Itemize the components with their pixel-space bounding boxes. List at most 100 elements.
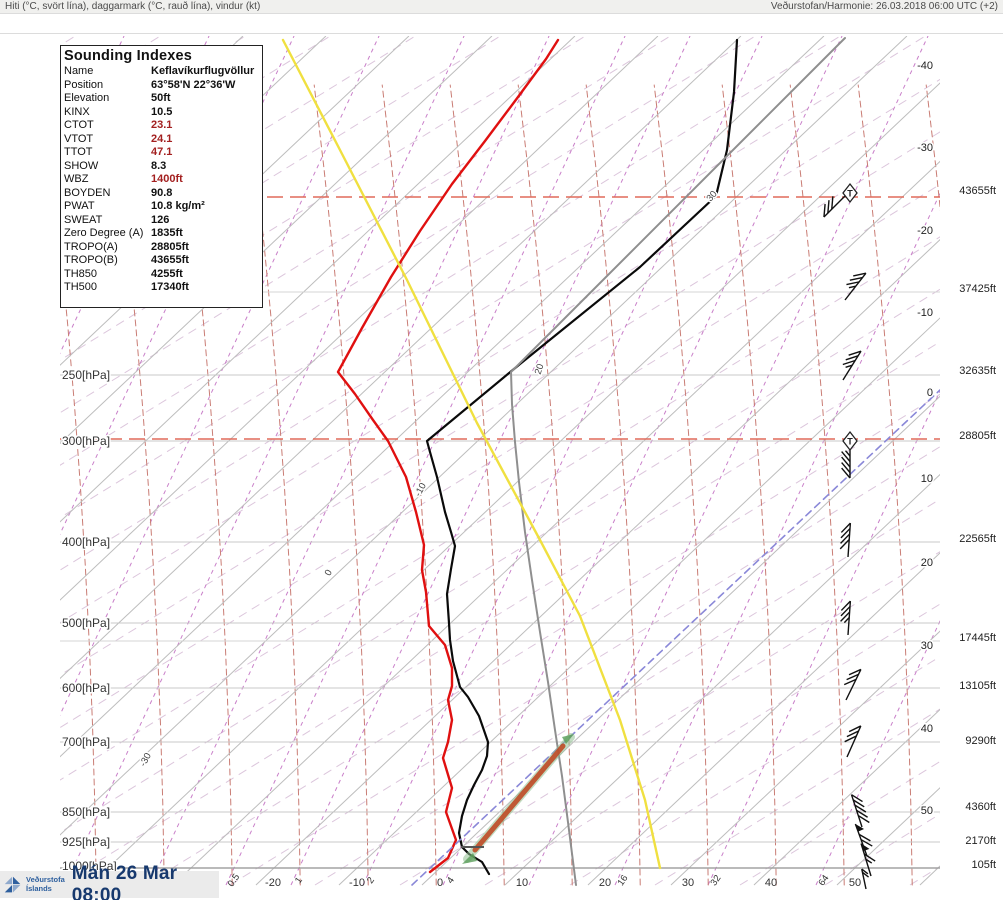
index-value: 47.1 xyxy=(151,146,173,158)
index-label: PWAT xyxy=(64,200,95,212)
index-row: TTOT 47.1 xyxy=(61,146,262,160)
index-label: WBZ xyxy=(64,173,89,185)
svg-text:4: 4 xyxy=(445,875,457,886)
index-row: TH850 4255ft xyxy=(61,268,262,282)
index-label: VTOT xyxy=(64,132,94,145)
chart-header: Hiti (°C, svört lína), daggarmark (°C, r… xyxy=(0,0,1003,14)
index-label: TTOT xyxy=(64,146,93,158)
svg-text:16: 16 xyxy=(615,873,630,888)
isopleth-blue-dashed xyxy=(411,389,940,886)
index-value: 17340ft xyxy=(151,281,189,293)
vedurstofa-logo-icon xyxy=(4,876,21,892)
svg-text:-10: -10 xyxy=(349,877,365,889)
index-row: WBZ 1400ft xyxy=(61,173,262,187)
svg-text:20: 20 xyxy=(533,362,547,375)
svg-text:-10: -10 xyxy=(917,307,933,319)
svg-text:40: 40 xyxy=(921,723,933,735)
index-label: Zero Degree (A) xyxy=(64,227,144,239)
dry-adiabat-highlight-yellow xyxy=(281,38,662,870)
index-row: Elevation 50ft xyxy=(61,92,262,106)
svg-text:32: 32 xyxy=(708,873,723,888)
index-row: CTOT 23.1 xyxy=(61,119,262,133)
index-label: CTOT xyxy=(64,119,94,131)
svg-text:105ft: 105ft xyxy=(972,859,996,871)
vedurstofa-brand: Veðurstofa Íslands xyxy=(26,875,65,893)
index-value: 126 xyxy=(151,213,170,226)
index-label: Position xyxy=(64,78,104,91)
svg-text:1000[hPa]: 1000[hPa] xyxy=(62,859,117,873)
svg-text:37425ft: 37425ft xyxy=(959,283,996,295)
svg-text:250[hPa]: 250[hPa] xyxy=(62,368,110,382)
svg-text:T: T xyxy=(847,189,853,199)
svg-text:400[hPa]: 400[hPa] xyxy=(62,535,110,549)
index-value: 63°58'N 22°36'W xyxy=(151,78,236,91)
index-row: Position 63°58'N 22°36'W xyxy=(61,79,262,93)
svg-text:-30: -30 xyxy=(138,751,154,768)
svg-text:43655ft: 43655ft xyxy=(959,185,996,197)
index-label: SHOW xyxy=(64,159,99,172)
svg-text:50: 50 xyxy=(921,805,933,817)
index-label: TROPO(B) xyxy=(64,254,118,266)
parcel-path-orange xyxy=(472,743,566,853)
index-label: Name xyxy=(64,65,94,77)
svg-text:28805ft: 28805ft xyxy=(959,430,996,442)
svg-text:30: 30 xyxy=(682,877,694,889)
index-row: KINX 10.5 xyxy=(61,106,262,120)
index-value: 4255ft xyxy=(151,267,183,280)
index-row: SWEAT 126 xyxy=(61,214,262,228)
temperature-black xyxy=(425,38,739,876)
model-run-info: Veðurstofan/Harmonie: 26.03.2018 06:00 U… xyxy=(770,1,998,12)
svg-text:T: T xyxy=(847,437,853,447)
svg-text:40: 40 xyxy=(765,877,777,889)
svg-text:64: 64 xyxy=(816,873,831,888)
svg-text:1: 1 xyxy=(293,875,305,886)
svg-text:850[hPa]: 850[hPa] xyxy=(62,805,110,819)
svg-text:32635ft: 32635ft xyxy=(959,365,996,377)
index-row: TROPO(B) 43655ft xyxy=(61,254,262,268)
index-label: TROPO(A) xyxy=(64,240,118,253)
index-label: TH500 xyxy=(64,281,98,293)
index-value: 10.8 kg/m² xyxy=(151,200,205,212)
index-value: 1400ft xyxy=(151,173,183,185)
index-row: BOYDEN 90.8 xyxy=(61,187,262,201)
tropopause-marker xyxy=(842,182,858,204)
index-label: KINX xyxy=(64,105,90,118)
svg-text:10: 10 xyxy=(516,877,528,889)
svg-text:0: 0 xyxy=(323,568,335,578)
footer-bar: Veðurstofa Íslands Mán 26 Mar 08:00 xyxy=(0,863,219,900)
index-value: 28805ft xyxy=(151,240,189,253)
svg-text:17445ft: 17445ft xyxy=(959,632,996,644)
index-label: Elevation xyxy=(64,92,110,104)
panel-title: Sounding Indexes xyxy=(64,48,193,64)
index-value: 10.5 xyxy=(151,105,173,118)
index-value: 24.1 xyxy=(151,132,173,145)
icao-standard-atmosphere-gray xyxy=(510,37,846,886)
svg-text:4360ft: 4360ft xyxy=(965,801,996,813)
index-label: BOYDEN xyxy=(64,186,111,199)
svg-text:0.5: 0.5 xyxy=(226,872,243,889)
index-row: VTOT 24.1 xyxy=(61,133,262,147)
svg-text:-20: -20 xyxy=(265,877,281,889)
svg-text:-20: -20 xyxy=(917,225,933,237)
index-value: 90.8 xyxy=(151,186,173,199)
index-row: TROPO(A) 28805ft xyxy=(61,241,262,255)
index-value: 23.1 xyxy=(151,119,173,131)
svg-text:9290ft: 9290ft xyxy=(965,735,996,747)
svg-text:50: 50 xyxy=(849,877,861,889)
index-value: 50ft xyxy=(151,92,171,104)
svg-text:20: 20 xyxy=(599,877,611,889)
svg-text:925[hPa]: 925[hPa] xyxy=(62,835,110,849)
index-row: Name Keflavíkurflugvöllur xyxy=(61,65,262,79)
tropopause-marker xyxy=(842,430,858,452)
svg-text:0: 0 xyxy=(927,387,933,399)
svg-text:-30: -30 xyxy=(917,142,933,154)
svg-text:-40: -40 xyxy=(917,60,933,72)
svg-text:20: 20 xyxy=(921,557,933,569)
index-value: 8.3 xyxy=(151,159,167,172)
svg-text:13105ft: 13105ft xyxy=(959,680,996,692)
brand-line1: Veðurstofa xyxy=(26,875,65,885)
index-row: PWAT 10.8 kg/m² xyxy=(61,200,262,214)
index-value: 1835ft xyxy=(151,227,183,239)
axis-labels: 250[hPa] 300[hPa] 400[hPa] 500[hPa] 600[hPa]… xyxy=(61,59,998,894)
